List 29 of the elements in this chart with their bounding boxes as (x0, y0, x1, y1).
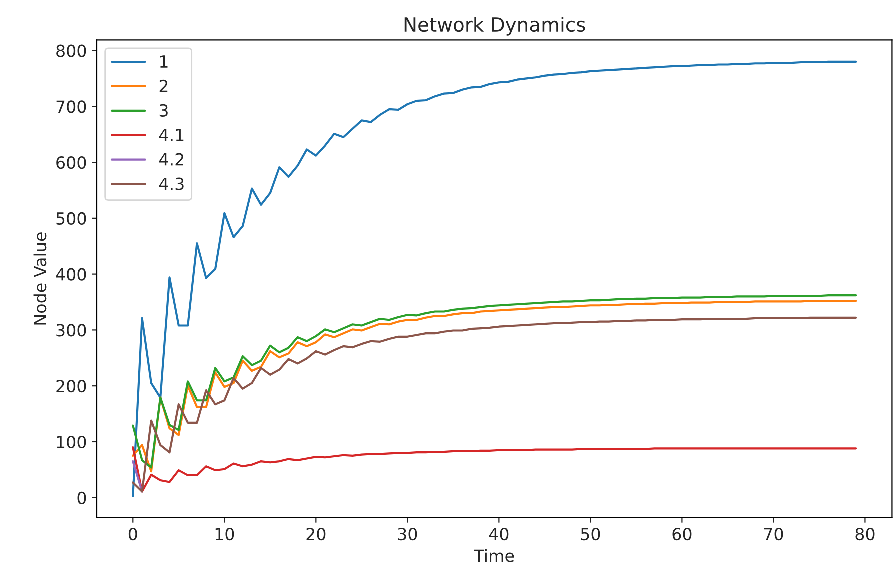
y-tick-label: 800 (56, 44, 86, 58)
y-tick-label: 500 (56, 212, 86, 225)
legend-label: 1 (160, 56, 168, 68)
y-tick-label: 300 (56, 324, 86, 337)
line-series (132, 316, 858, 493)
x-tick-label: 20 (306, 528, 326, 541)
legend-label: 4.1 (159, 129, 184, 142)
x-axis-title: Time (474, 549, 514, 562)
x-tick-label: 80 (856, 528, 875, 541)
y-tick-label: 700 (56, 100, 86, 114)
legend-label: 3 (160, 104, 168, 117)
x-tick-label: 0 (128, 528, 138, 541)
y-tick-label: 100 (57, 436, 86, 449)
x-tick-label: 50 (581, 528, 600, 541)
y-tick-label: 0 (78, 492, 86, 504)
y-tick-label: 200 (56, 380, 86, 393)
x-tick-label: 60 (672, 528, 692, 541)
y-axis-title: Node Value (34, 232, 47, 325)
x-tick-label: 30 (398, 528, 418, 541)
y-tick-label: 400 (56, 268, 86, 281)
chart-title: Network Dynamics (404, 17, 586, 36)
legend-label: 2 (160, 80, 168, 92)
legend-label: 4.2 (159, 153, 184, 166)
x-tick-label: 40 (489, 528, 509, 541)
x-tick-label: 70 (764, 528, 784, 541)
line-series (132, 446, 858, 493)
legend-label: 4.3 (159, 178, 184, 190)
x-tick-label: 10 (216, 528, 234, 541)
y-tick-label: 600 (56, 156, 86, 170)
